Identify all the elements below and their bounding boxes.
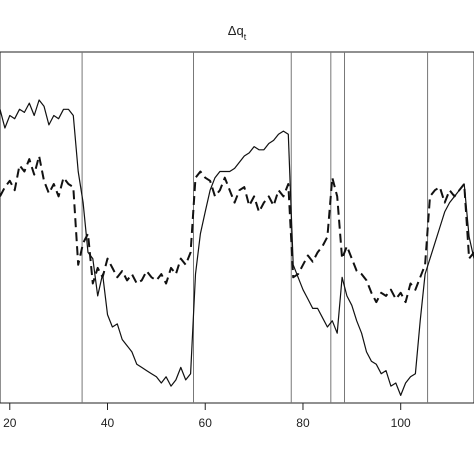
chart-title: Δqt: [228, 23, 247, 42]
vertical-reference-lines: [81, 52, 429, 403]
x-tick-label-100: 100: [391, 416, 411, 430]
x-tick-label-40: 40: [101, 416, 115, 430]
series-line-solid: [0, 99, 474, 396]
chart-title-main: Δq: [228, 23, 244, 38]
x-tick-label-20: 20: [3, 416, 17, 430]
chart-title-subscript: t: [244, 32, 247, 42]
series-layer: [0, 99, 474, 396]
series-line-dashed: [0, 155, 474, 304]
x-tick-label-80: 80: [296, 416, 310, 430]
x-tick-label-60: 60: [199, 416, 213, 430]
x-axis: 20 40 60 80 100: [3, 403, 411, 430]
plot-frame: [0, 51, 474, 404]
